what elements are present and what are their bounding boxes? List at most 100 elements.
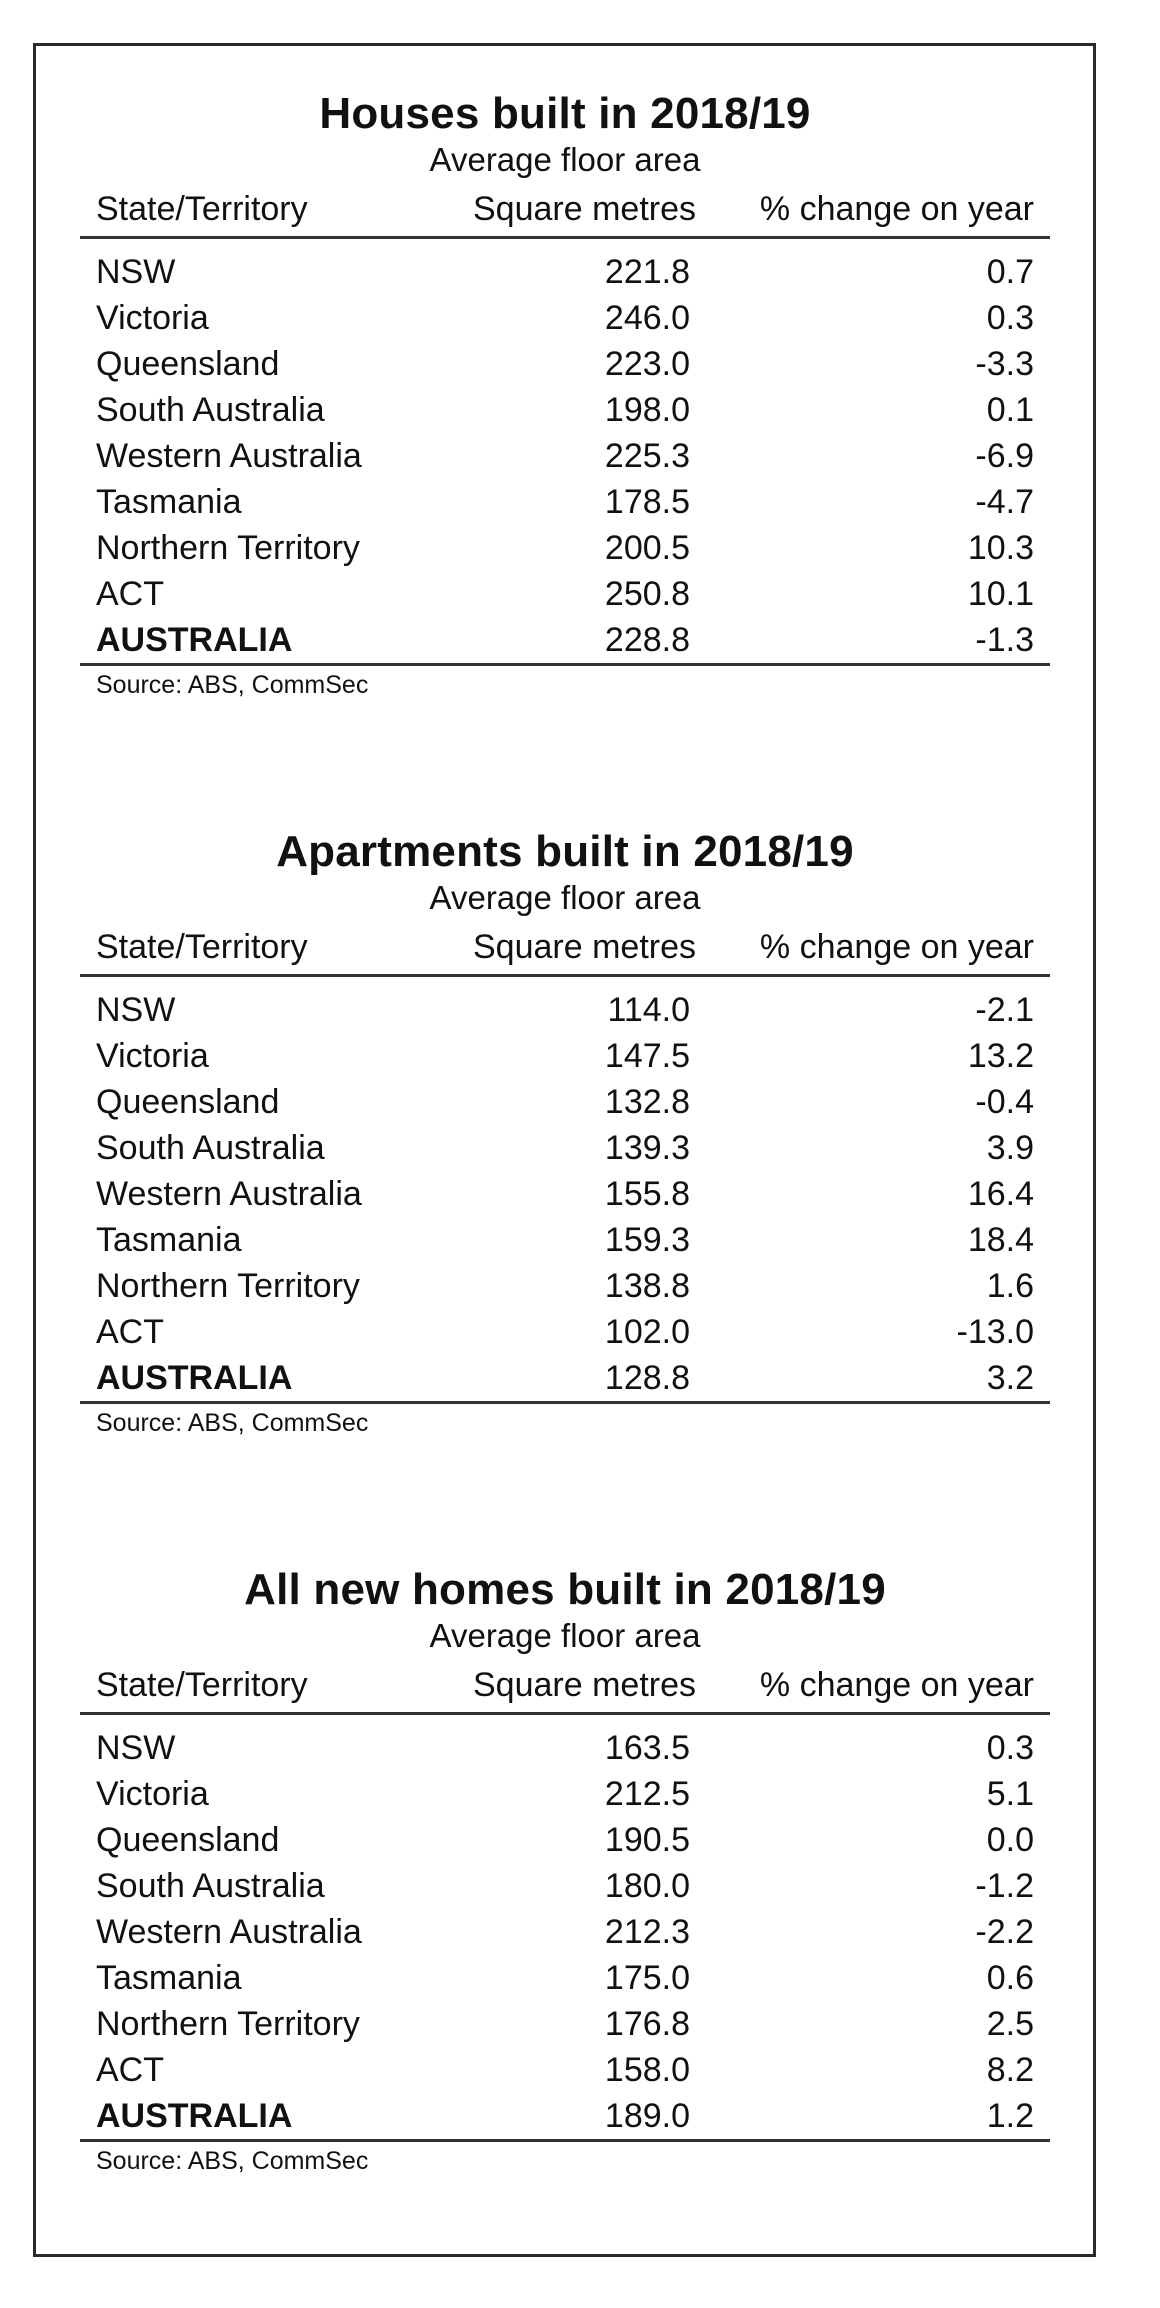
change-cell: -0.4 xyxy=(975,1083,1034,1121)
sqm-cell: 198.0 xyxy=(604,391,690,429)
table-row: Victoria 147.5 13.2 xyxy=(80,1033,1050,1079)
table-subtitle: Average floor area xyxy=(429,879,701,916)
source-note: Source: ABS, CommSec xyxy=(96,671,369,699)
state-cell: Tasmania xyxy=(96,1959,242,1997)
sqm-cell: 190.5 xyxy=(604,1821,690,1859)
sqm-cell: 139.3 xyxy=(604,1129,690,1167)
table-row: ACT 102.0 -13.0 xyxy=(80,1309,1050,1355)
column-header-state: State/Territory xyxy=(96,190,308,228)
change-cell: 1.6 xyxy=(986,1267,1034,1305)
table-row: Queensland 190.5 0.0 xyxy=(80,1817,1050,1863)
table-title: All new homes built in 2018/19 xyxy=(244,1565,886,1614)
change-cell: 1.2 xyxy=(986,2097,1034,2135)
state-cell: ACT xyxy=(96,575,164,613)
table-row: Northern Territory 176.8 2.5 xyxy=(80,2001,1050,2047)
table-row: ACT 250.8 10.1 xyxy=(80,571,1050,617)
sqm-cell: 155.8 xyxy=(604,1175,690,1213)
change-cell: 0.7 xyxy=(986,253,1034,291)
state-cell: Northern Territory xyxy=(96,529,360,567)
state-cell: South Australia xyxy=(96,1129,325,1167)
source-note: Source: ABS, CommSec xyxy=(96,2147,369,2175)
sqm-cell: 246.0 xyxy=(604,299,690,337)
table-bottom-rule xyxy=(80,2139,1050,2142)
houses-table-section: Houses built in 2018/19 Average floor ar… xyxy=(80,88,1050,704)
state-cell: Tasmania xyxy=(96,1221,242,1259)
change-cell: -2.1 xyxy=(975,991,1034,1029)
table-row: NSW 163.5 0.3 xyxy=(80,1725,1050,1771)
state-cell: Western Australia xyxy=(96,437,362,475)
change-cell: -1.3 xyxy=(975,621,1034,659)
total-row: AUSTRALIA 228.8 -1.3 xyxy=(80,617,1050,663)
sqm-cell: 132.8 xyxy=(604,1083,690,1121)
sqm-cell: 212.3 xyxy=(604,1913,690,1951)
state-cell: ACT xyxy=(96,2051,164,2089)
table-row: South Australia 139.3 3.9 xyxy=(80,1125,1050,1171)
sqm-cell: 175.0 xyxy=(604,1959,690,1997)
change-cell: 8.2 xyxy=(986,2051,1034,2089)
sqm-cell: 163.5 xyxy=(604,1729,690,1767)
table-row: NSW 221.8 0.7 xyxy=(80,249,1050,295)
table-row: Western Australia 155.8 16.4 xyxy=(80,1171,1050,1217)
change-cell: -6.9 xyxy=(975,437,1034,475)
table-row: South Australia 198.0 0.1 xyxy=(80,387,1050,433)
state-cell: South Australia xyxy=(96,1867,325,1905)
change-cell: 18.4 xyxy=(967,1221,1034,1259)
change-cell: 0.6 xyxy=(986,1959,1034,1997)
sqm-cell: 212.5 xyxy=(604,1775,690,1813)
table-subtitle: Average floor area xyxy=(429,141,701,178)
table-row: NSW 114.0 -2.1 xyxy=(80,987,1050,1033)
column-header-sqm: Square metres xyxy=(473,928,696,966)
sqm-cell: 250.8 xyxy=(604,575,690,613)
column-header-sqm: Square metres xyxy=(473,1666,696,1704)
state-cell: Queensland xyxy=(96,345,280,383)
table-row: Tasmania 175.0 0.6 xyxy=(80,1955,1050,2001)
column-header-change: % change on year xyxy=(759,190,1034,228)
change-cell: 0.0 xyxy=(986,1821,1034,1859)
sqm-cell: 221.8 xyxy=(604,253,690,291)
column-header-state: State/Territory xyxy=(96,928,308,966)
state-cell: Tasmania xyxy=(96,483,242,521)
state-cell: Western Australia xyxy=(96,1175,362,1213)
sqm-cell: 138.8 xyxy=(604,1267,690,1305)
state-cell: AUSTRALIA xyxy=(96,2097,293,2135)
sqm-cell: 178.5 xyxy=(604,483,690,521)
state-cell: NSW xyxy=(96,253,176,291)
table-bottom-rule xyxy=(80,1401,1050,1404)
sqm-cell: 102.0 xyxy=(604,1313,690,1351)
sqm-cell: 189.0 xyxy=(604,2097,690,2135)
table-row: Tasmania 159.3 18.4 xyxy=(80,1217,1050,1263)
sqm-cell: 228.8 xyxy=(604,621,690,659)
table-row: Western Australia 225.3 -6.9 xyxy=(80,433,1050,479)
sqm-cell: 114.0 xyxy=(607,991,690,1029)
sqm-cell: 180.0 xyxy=(604,1867,690,1905)
change-cell: 0.1 xyxy=(986,391,1034,429)
table-header-row: State/Territory Square metres % change o… xyxy=(80,184,1050,239)
table-row: Western Australia 212.3 -2.2 xyxy=(80,1909,1050,1955)
table-row: Victoria 246.0 0.3 xyxy=(80,295,1050,341)
sqm-cell: 158.0 xyxy=(604,2051,690,2089)
apartments-table-section: Apartments built in 2018/19 Average floo… xyxy=(80,826,1050,1442)
change-cell: 3.2 xyxy=(986,1359,1034,1397)
table-header-row: State/Territory Square metres % change o… xyxy=(80,922,1050,977)
state-cell: South Australia xyxy=(96,391,325,429)
table-row: Queensland 223.0 -3.3 xyxy=(80,341,1050,387)
column-header-change: % change on year xyxy=(759,928,1034,966)
change-cell: -1.2 xyxy=(975,1867,1034,1905)
state-cell: Queensland xyxy=(96,1083,280,1121)
sqm-cell: 225.3 xyxy=(604,437,690,475)
state-cell: Western Australia xyxy=(96,1913,362,1951)
table-row: ACT 158.0 8.2 xyxy=(80,2047,1050,2093)
state-cell: Victoria xyxy=(96,299,209,337)
state-cell: AUSTRALIA xyxy=(96,621,293,659)
total-row: AUSTRALIA 128.8 3.2 xyxy=(80,1355,1050,1401)
state-cell: ACT xyxy=(96,1313,164,1351)
column-header-sqm: Square metres xyxy=(473,190,696,228)
change-cell: 10.1 xyxy=(967,575,1034,613)
state-cell: Northern Territory xyxy=(96,1267,360,1305)
state-cell: Northern Territory xyxy=(96,2005,360,2043)
change-cell: 0.3 xyxy=(986,1729,1034,1767)
table-row: Tasmania 178.5 -4.7 xyxy=(80,479,1050,525)
table-row: Northern Territory 138.8 1.6 xyxy=(80,1263,1050,1309)
change-cell: -4.7 xyxy=(975,483,1034,521)
table-bottom-rule xyxy=(80,663,1050,666)
